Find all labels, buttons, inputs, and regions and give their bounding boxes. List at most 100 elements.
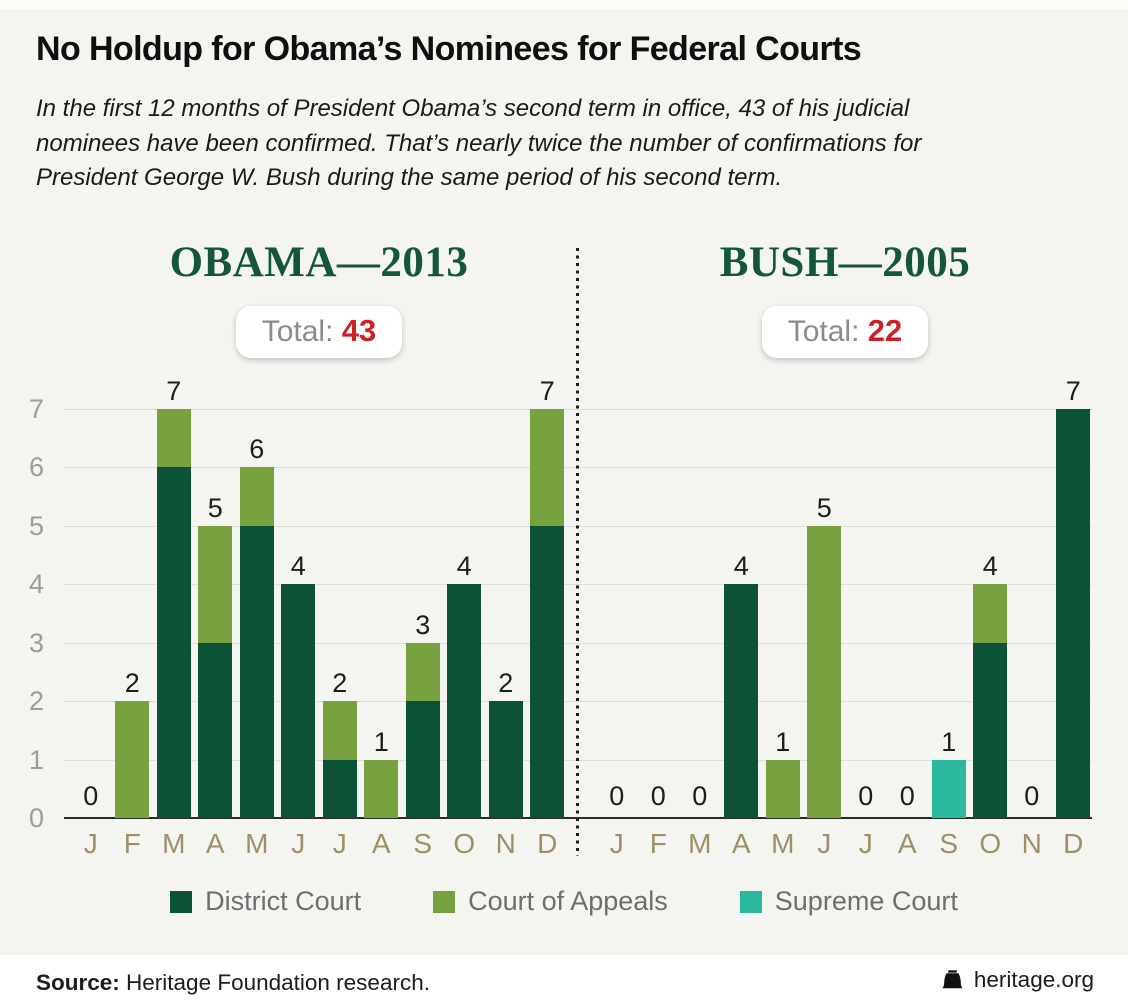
y-tick-label: 6 <box>28 452 44 483</box>
month-tick-label: M <box>771 828 795 859</box>
month-tick-label: A <box>731 828 751 859</box>
bar-segment-court-of-appeals <box>405 642 440 702</box>
bar-month-column: 0 <box>1011 409 1053 818</box>
chart-legend: District Court Court of Appeals Supreme … <box>0 886 1128 917</box>
bar-month-column: 2 <box>112 409 154 818</box>
stacked-bar <box>239 467 274 818</box>
bar-segment-court-of-appeals <box>973 584 1008 643</box>
bar-month-column: 5 <box>195 409 237 818</box>
bar-value-label: 0 <box>1024 781 1040 811</box>
month-tick-label: F <box>123 828 141 859</box>
legend-item-supreme-court: Supreme Court <box>739 886 958 917</box>
month-tick-label: A <box>897 828 917 859</box>
legend-label: Supreme Court <box>774 886 958 916</box>
bar-segment-district-court <box>239 525 274 818</box>
bar-value-label: 0 <box>858 781 874 811</box>
bar-month-column: 1 <box>928 409 970 818</box>
bar-value-label: 7 <box>166 376 182 407</box>
bar-month-column: 4 <box>444 409 486 818</box>
month-tick-label: O <box>453 828 476 859</box>
month-tick-label: N <box>495 828 516 859</box>
legend-item-court-of-appeals: Court of Appeals <box>433 886 668 917</box>
bar-value-label: 6 <box>249 434 265 465</box>
bar-segment-supreme-court <box>931 759 966 818</box>
bar-segment-court-of-appeals <box>364 759 399 818</box>
bar-month-column: 7 <box>153 378 195 818</box>
bar-value-label: 1 <box>941 726 957 757</box>
bar-segment-district-court <box>1056 409 1091 818</box>
bush-total-value: 22 <box>867 313 903 348</box>
bar-segment-court-of-appeals <box>807 525 842 818</box>
footer: Source: Heritage Foundation research. he… <box>0 955 1128 1008</box>
bar-month-column: 0 <box>70 409 112 818</box>
stacked-bar <box>281 584 316 818</box>
stacked-bar <box>405 642 440 818</box>
bar-segment-district-court <box>198 642 233 818</box>
bar-segment-district-court <box>322 759 357 818</box>
month-tick-label: A <box>371 828 391 859</box>
bar-value-label: 4 <box>456 551 472 582</box>
page-subtitle: In the first 12 months of President Obam… <box>36 95 922 192</box>
district-court-swatch-icon <box>170 890 193 913</box>
month-tick-label: S <box>939 828 959 859</box>
bar-value-label: 4 <box>733 551 749 582</box>
stacked-bar <box>198 525 233 818</box>
month-tick-label: J <box>609 828 624 859</box>
total-label: Total: <box>787 315 860 348</box>
month-tick-label: A <box>205 828 225 859</box>
stacked-bar <box>530 409 565 818</box>
bar-value-label: 1 <box>775 726 791 757</box>
supreme-court-swatch-icon <box>739 890 762 913</box>
bar-segment-district-court <box>530 525 565 818</box>
bar-month-column: 0 <box>845 409 887 818</box>
month-tick-label: J <box>291 828 306 859</box>
bar-month-column: 7 <box>527 378 569 818</box>
legend-label: Court of Appeals <box>468 886 668 916</box>
bar-segment-district-court <box>724 584 759 818</box>
page-title: No Holdup for Obama’s Nominees for Feder… <box>36 30 862 68</box>
stacked-bar <box>364 759 399 818</box>
bar-segment-district-court <box>973 642 1008 818</box>
bar-month-column: 0 <box>596 409 638 818</box>
liberty-bell-icon <box>942 969 963 988</box>
month-tick-label: J <box>858 828 873 859</box>
bar-segment-district-court <box>156 467 191 818</box>
bar-segment-court-of-appeals <box>765 759 800 818</box>
month-tick-label: J <box>83 828 98 859</box>
bar-value-label: 0 <box>692 781 708 811</box>
legend-item-district-court: District Court <box>170 886 361 917</box>
stacked-bar <box>973 584 1008 818</box>
y-tick-label: 4 <box>28 569 44 600</box>
obama-total-pill-wrap: Total: 43 <box>70 306 568 358</box>
bar-value-label: 0 <box>899 781 915 811</box>
bar-month-column: 4 <box>721 409 763 818</box>
month-tick-label: S <box>413 828 433 859</box>
bar-value-label: 0 <box>83 781 99 811</box>
site-credit: heritage.org <box>940 967 1094 993</box>
bar-segment-court-of-appeals <box>530 409 565 526</box>
bar-value-label: 2 <box>498 668 514 699</box>
stacked-bar <box>322 701 357 818</box>
stacked-bar <box>807 525 842 818</box>
bar-value-label: 3 <box>415 609 431 640</box>
stacked-bar <box>724 584 759 818</box>
y-tick-label: 3 <box>28 627 44 658</box>
bush-panel-title: BUSH—2005 <box>719 239 971 286</box>
bar-segment-court-of-appeals <box>198 525 233 643</box>
bar-month-column: 6 <box>236 409 278 818</box>
stacked-bar <box>115 701 150 818</box>
bar-month-column: 0 <box>679 409 721 818</box>
bar-month-column: 0 <box>887 409 929 818</box>
month-tick-label: J <box>332 828 347 859</box>
bar-month-column: 1 <box>361 409 403 818</box>
dotted-divider <box>576 248 579 856</box>
bar-month-column: 0 <box>638 409 680 818</box>
y-tick-label: 1 <box>28 744 44 775</box>
bar-month-column: 1 <box>762 409 804 818</box>
month-tick-label: M <box>245 828 269 859</box>
stacked-bar <box>156 409 191 818</box>
